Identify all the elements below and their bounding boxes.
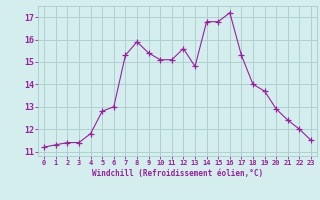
- X-axis label: Windchill (Refroidissement éolien,°C): Windchill (Refroidissement éolien,°C): [92, 169, 263, 178]
